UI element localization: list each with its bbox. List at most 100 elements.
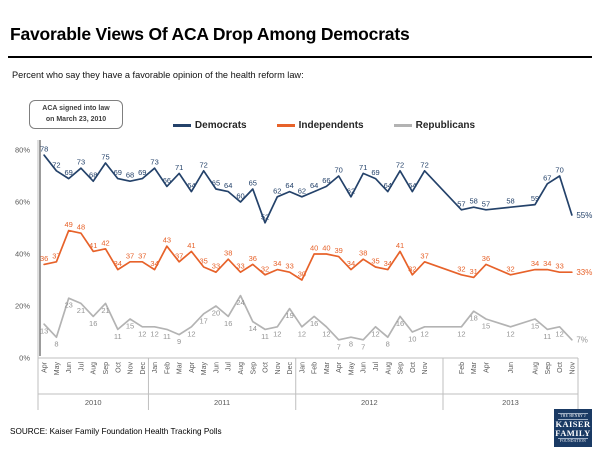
democrats-data-label: 62 bbox=[273, 186, 281, 195]
republicans-data-label: 17 bbox=[200, 316, 208, 325]
democrats-data-label: 69 bbox=[138, 168, 146, 177]
month-tick-label: May bbox=[201, 362, 208, 376]
democrats-data-label: 62 bbox=[298, 186, 306, 195]
democrats-data-label: 69 bbox=[371, 168, 379, 177]
independents-data-label: 38 bbox=[359, 249, 367, 258]
month-tick-label: Sep bbox=[250, 362, 257, 375]
month-tick-label: Nov bbox=[422, 362, 429, 375]
logo-line-foundation: FOUNDATION bbox=[558, 437, 588, 444]
independents-data-label: 30 bbox=[298, 270, 306, 279]
independents-line-swatch bbox=[276, 124, 295, 127]
independents-data-label: 36 bbox=[482, 254, 490, 263]
democrats-data-label: 72 bbox=[52, 160, 60, 169]
independents-data-label: 32 bbox=[457, 264, 465, 273]
republicans-data-label: 15 bbox=[126, 322, 134, 331]
independents-data-label: 42 bbox=[101, 238, 109, 247]
republicans-data-label: 15 bbox=[482, 322, 490, 331]
independents-data-label: 32 bbox=[408, 264, 416, 273]
independents-data-label: 36 bbox=[40, 254, 48, 263]
independents-data-label: 40 bbox=[322, 244, 330, 253]
month-tick-label: Oct bbox=[115, 362, 122, 373]
republicans-data-label: 12 bbox=[322, 329, 330, 338]
month-tick-label: Jul bbox=[78, 362, 85, 371]
republicans-data-label: 12 bbox=[150, 329, 158, 338]
democrats-data-label: 75 bbox=[101, 153, 109, 162]
democrats-end-label: 55% bbox=[576, 211, 592, 220]
independents-data-label: 41 bbox=[396, 241, 404, 250]
year-label: 2011 bbox=[214, 398, 230, 407]
independents-data-label: 31 bbox=[470, 267, 478, 276]
month-tick-label: Mar bbox=[177, 361, 184, 374]
republicans-data-label: 11 bbox=[163, 332, 171, 341]
republicans-data-label: 8 bbox=[54, 340, 58, 349]
republicans-data-label: 12 bbox=[420, 329, 428, 338]
independents-data-label: 35 bbox=[200, 257, 208, 266]
republicans-data-label: 21 bbox=[77, 306, 85, 315]
legend-label-independents: Independents bbox=[298, 120, 364, 131]
month-tick-label: Nov bbox=[275, 362, 282, 375]
month-tick-label: Aug bbox=[238, 362, 245, 375]
democrats-data-label: 68 bbox=[126, 171, 134, 180]
republicans-data-label: 19 bbox=[285, 311, 293, 320]
independents-data-label: 49 bbox=[65, 220, 73, 229]
republicans-data-label: 12 bbox=[298, 329, 306, 338]
y-axis-tick-label: 60% bbox=[15, 198, 30, 207]
independents-data-label: 33 bbox=[285, 262, 293, 271]
month-tick-label: Sep bbox=[545, 362, 552, 375]
year-label: 2010 bbox=[85, 398, 102, 407]
independents-line bbox=[43, 229, 573, 281]
republicans-data-label: 11 bbox=[114, 332, 122, 341]
republicans-data-label: 12 bbox=[371, 329, 379, 338]
republicans-data-label: 11 bbox=[261, 332, 269, 341]
independents-data-label: 37 bbox=[138, 251, 146, 260]
month-tick-label: Aug bbox=[91, 362, 98, 375]
democrats-data-label: 64 bbox=[408, 181, 416, 190]
annotation-line-2: on March 23, 2010 bbox=[45, 115, 107, 123]
democrats-data-label: 60 bbox=[236, 192, 244, 201]
month-tick-label: Feb bbox=[312, 362, 319, 374]
logo-line-henry: THE HENRY J bbox=[558, 412, 588, 420]
democrats-data-label: 72 bbox=[396, 160, 404, 169]
democrats-data-label: 64 bbox=[187, 181, 195, 190]
democrats-data-label: 52 bbox=[261, 212, 269, 221]
republicans-data-label: 12 bbox=[138, 329, 146, 338]
republicans-data-label: 12 bbox=[555, 329, 563, 338]
republicans-data-label: 16 bbox=[224, 319, 232, 328]
democrats-data-label: 64 bbox=[384, 181, 392, 190]
democrats-data-label: 73 bbox=[150, 158, 158, 167]
democrats-data-label: 72 bbox=[420, 160, 428, 169]
month-tick-label: Jun bbox=[213, 362, 220, 373]
democrats-data-label: 78 bbox=[40, 145, 48, 154]
republicans-data-label: 18 bbox=[470, 314, 478, 323]
logo-line-family: FAMILY bbox=[555, 427, 591, 438]
independents-data-label: 37 bbox=[175, 251, 183, 260]
democrats-data-label: 70 bbox=[335, 166, 343, 175]
democrats-data-label: 58 bbox=[470, 197, 478, 206]
democrats-data-label: 64 bbox=[224, 181, 232, 190]
legend-item-democrats: Democrats bbox=[172, 120, 247, 131]
democrats-data-label: 59 bbox=[531, 194, 539, 203]
democrats-data-label: 57 bbox=[482, 199, 490, 208]
democrats-data-label: 64 bbox=[310, 181, 318, 190]
democrats-data-label: 71 bbox=[359, 163, 367, 172]
chart-legend: Democrats Independents Republicans bbox=[0, 120, 600, 131]
month-tick-label: Apr bbox=[42, 361, 49, 373]
democrats-data-label: 67 bbox=[543, 173, 551, 182]
republicans-data-label: 16 bbox=[396, 319, 404, 328]
month-tick-label: Feb bbox=[164, 362, 171, 374]
independents-data-label: 36 bbox=[249, 254, 257, 263]
source-note: SOURCE: Kaiser Family Foundation Health … bbox=[10, 427, 222, 436]
republicans-data-label: 20 bbox=[212, 309, 220, 318]
independents-data-label: 35 bbox=[371, 257, 379, 266]
republicans-data-label: 9 bbox=[177, 337, 181, 346]
month-tick-label: Aug bbox=[533, 362, 540, 375]
democrats-data-label: 69 bbox=[65, 168, 73, 177]
independents-data-label: 39 bbox=[335, 246, 343, 255]
chart-subtitle: Percent who say they have a favorable op… bbox=[12, 70, 304, 80]
month-tick-label: Jun bbox=[508, 362, 515, 373]
y-axis-tick-label: 40% bbox=[15, 250, 30, 259]
republicans-line-swatch bbox=[393, 124, 412, 127]
independents-data-label: 37 bbox=[420, 251, 428, 260]
